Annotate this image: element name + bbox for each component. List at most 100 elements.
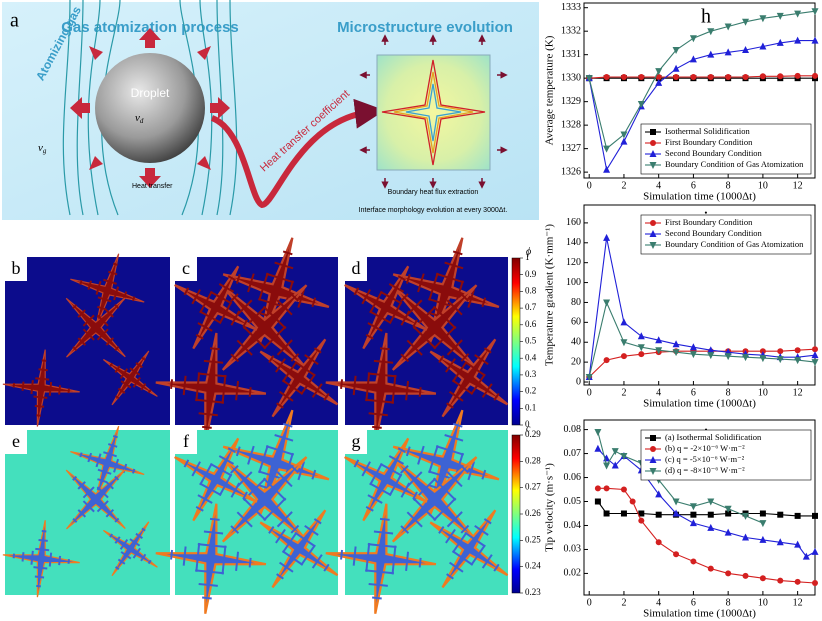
side-branch (480, 358, 489, 365)
side-branch (405, 278, 410, 284)
x-tick-label: 12 (793, 387, 803, 398)
data-point (655, 78, 663, 86)
data-point (811, 36, 819, 44)
side-branch (209, 488, 222, 497)
panel-label: h (701, 6, 711, 28)
dendrite (391, 456, 478, 543)
y-axis-title: Average temperature (K) (544, 35, 556, 145)
side-branch (101, 479, 107, 483)
side-branch (95, 287, 100, 295)
side-branch (481, 301, 485, 308)
data-point (725, 570, 732, 577)
side-branch (433, 336, 446, 350)
side-branch (237, 274, 241, 280)
side-branch (134, 370, 141, 376)
side-branch (454, 339, 463, 349)
data-point (794, 357, 802, 365)
gas-velocity: vg (38, 142, 47, 155)
colorbar-tick-label: 0.3 (525, 369, 537, 379)
side-branch (218, 455, 227, 461)
data-point (776, 538, 784, 546)
side-branch (42, 548, 50, 552)
side-branch (474, 354, 483, 361)
side-branch (233, 293, 239, 299)
y-tick-label: 60 (571, 317, 581, 328)
side-branch (113, 293, 118, 301)
side-branch (102, 491, 109, 499)
side-branch (208, 583, 218, 587)
side-branch (464, 353, 470, 359)
side-branch (116, 536, 121, 541)
side-branch (197, 322, 206, 328)
side-branch (316, 383, 323, 392)
side-branch (222, 374, 227, 390)
side-branch (432, 445, 439, 460)
side-branch (253, 305, 267, 319)
contour-stars (381, 59, 486, 166)
legend-box (640, 429, 812, 481)
side-branch (365, 506, 371, 510)
x-tick-label: 10 (758, 597, 768, 608)
colorbar-tick-label: 0.5 (525, 336, 537, 346)
dendrite (221, 456, 308, 543)
panel-label: e (12, 431, 20, 451)
side-branch (294, 524, 300, 530)
x-tick-label: 4 (656, 597, 661, 608)
side-branch (444, 497, 457, 510)
side-branch (443, 316, 457, 330)
data-point (585, 75, 593, 83)
side-branch (82, 500, 90, 508)
x-tick-label: 4 (656, 387, 661, 398)
side-branch (287, 280, 294, 295)
data-point (689, 351, 697, 359)
side-branch (88, 280, 93, 286)
side-branch (433, 508, 446, 522)
data-point (690, 558, 697, 565)
data-point (794, 512, 801, 519)
side-branch (101, 307, 107, 311)
side-branch (116, 517, 120, 521)
side-branch (258, 470, 273, 477)
colorbar-tick-label: 0.25 (525, 534, 541, 544)
side-branch (209, 290, 222, 299)
side-branch (88, 486, 95, 494)
side-branch (33, 566, 41, 569)
side-branch (105, 309, 111, 315)
side-branch (204, 498, 213, 504)
side-branch (273, 316, 287, 330)
side-branch (474, 524, 483, 532)
data-point (620, 73, 627, 80)
flux-arrows (359, 34, 508, 189)
x-tick-label: 12 (793, 180, 803, 191)
side-branch (414, 518, 423, 528)
side-branch (82, 319, 90, 327)
velocity-subscript: g (43, 147, 47, 155)
side-branch (279, 277, 295, 284)
side-branch (290, 356, 296, 362)
data-point (811, 359, 819, 367)
side-branch (140, 386, 145, 391)
y-tick-label: 140 (566, 237, 581, 248)
side-branch (196, 372, 201, 387)
data-point (620, 339, 628, 347)
side-branch (482, 469, 487, 475)
side-branch (313, 347, 319, 352)
side-branch (49, 552, 53, 560)
side-branch (221, 559, 225, 575)
side-branch (412, 495, 416, 500)
legend-box (640, 214, 812, 255)
side-branch (276, 346, 286, 356)
side-branch (87, 457, 91, 463)
data-point (742, 572, 749, 579)
side-branch (452, 250, 459, 254)
y-tick-label: 1330 (561, 72, 581, 83)
side-branch (102, 328, 109, 336)
side-branch (417, 282, 422, 293)
data-point (759, 15, 767, 23)
side-branch (460, 464, 466, 470)
x-tick-label: 4 (656, 180, 661, 191)
data-point (672, 509, 680, 517)
side-branch (183, 375, 187, 386)
side-branch (230, 296, 236, 303)
data-point (759, 355, 767, 363)
